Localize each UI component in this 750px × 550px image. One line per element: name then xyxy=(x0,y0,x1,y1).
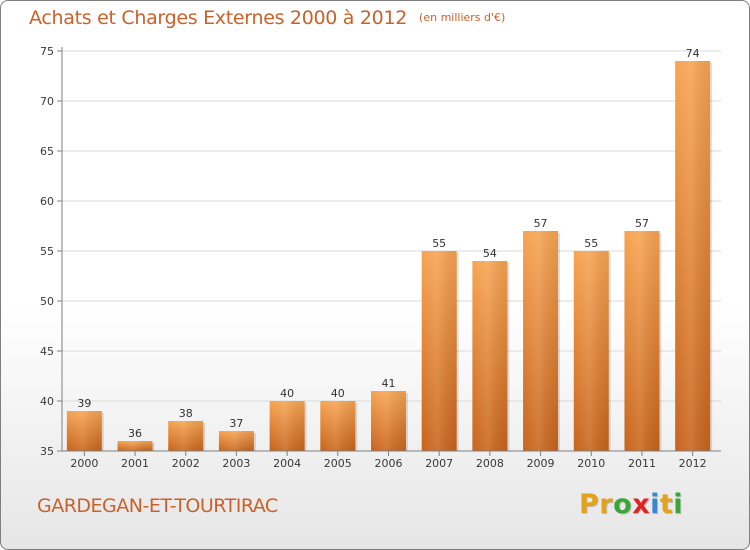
commune-name: GARDEGAN-ET-TOURTIRAC xyxy=(37,495,278,517)
data-label: 55 xyxy=(432,237,446,250)
proxiti-logo: Proxiti xyxy=(579,489,683,520)
x-tick-label: 2011 xyxy=(628,457,656,470)
bar-shine xyxy=(523,231,559,451)
bar-shine xyxy=(218,431,254,451)
gridlines xyxy=(62,50,721,402)
x-tick-label: 2001 xyxy=(121,457,149,470)
bar-shine xyxy=(117,441,153,451)
x-tick-label: 2010 xyxy=(577,457,605,470)
x-tick-label: 2008 xyxy=(476,457,504,470)
y-tick-label: 50 xyxy=(40,295,54,308)
data-label: 40 xyxy=(280,387,294,400)
bar-shine xyxy=(675,61,711,451)
logo-letter: i xyxy=(650,489,660,520)
bar-shine xyxy=(624,231,660,451)
x-tick-label: 2009 xyxy=(527,457,555,470)
axes xyxy=(57,47,721,456)
bar-shine xyxy=(168,421,204,451)
y-tick-label: 70 xyxy=(40,95,54,108)
x-tick-label: 2006 xyxy=(375,457,403,470)
x-tick-label: 2007 xyxy=(425,457,453,470)
logo-letter: x xyxy=(632,489,651,520)
bar-shine xyxy=(421,251,457,451)
y-tick-label: 65 xyxy=(40,145,54,158)
data-label: 74 xyxy=(686,47,700,60)
y-tick-label: 55 xyxy=(40,245,54,258)
chart-title: Achats et Charges Externes 2000 à 2012 xyxy=(29,7,408,29)
x-tick-label: 2012 xyxy=(679,457,707,470)
x-tick-label: 2002 xyxy=(172,457,200,470)
x-tick-label: 2000 xyxy=(70,457,98,470)
data-label: 39 xyxy=(77,397,91,410)
data-label: 38 xyxy=(179,407,193,420)
bar-shine xyxy=(269,401,305,451)
data-label: 57 xyxy=(635,217,649,230)
x-tick-label: 2005 xyxy=(324,457,352,470)
y-tick-label: 40 xyxy=(40,395,54,408)
y-tick-label: 35 xyxy=(40,445,54,458)
data-label: 54 xyxy=(483,247,497,260)
chart-title-block: Achats et Charges Externes 2000 à 2012 (e… xyxy=(29,7,505,29)
labels: 35 40 45 50 55 60 65 70 75 39 2000 36 2001 38 2002 37 20… xyxy=(40,45,707,470)
bar-shine xyxy=(573,251,609,451)
data-label: 37 xyxy=(229,417,243,430)
bar-shine xyxy=(472,261,508,451)
data-label: 36 xyxy=(128,427,142,440)
logo-letter: P xyxy=(579,489,600,520)
bar-shine xyxy=(66,411,102,451)
bar-shine xyxy=(371,391,406,451)
data-label: 40 xyxy=(331,387,345,400)
logo-letter: t xyxy=(659,489,674,520)
data-label: 55 xyxy=(584,237,598,250)
chart-unit: (en milliers d'€) xyxy=(419,11,506,24)
y-tick-label: 45 xyxy=(40,345,54,358)
y-tick-label: 75 xyxy=(40,45,54,58)
data-label: 57 xyxy=(534,217,548,230)
y-tick-label: 60 xyxy=(40,195,54,208)
logo-letter: r xyxy=(599,489,614,520)
bars xyxy=(66,61,713,451)
data-label: 41 xyxy=(382,377,396,390)
logo-letter: o xyxy=(613,489,633,520)
x-tick-label: 2003 xyxy=(222,457,250,470)
bar-shine xyxy=(320,401,356,451)
x-tick-label: 2004 xyxy=(273,457,301,470)
logo-letter: i xyxy=(673,489,684,520)
